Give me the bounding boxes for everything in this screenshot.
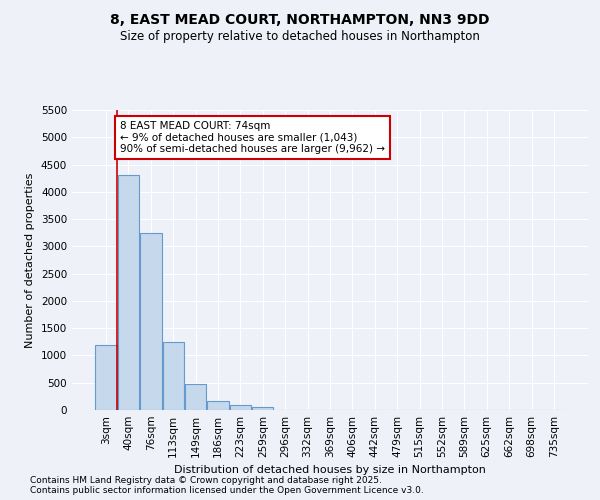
Bar: [118, 176, 139, 410]
Bar: [140, 232, 161, 410]
Bar: [252, 407, 274, 410]
Text: Contains public sector information licensed under the Open Government Licence v3: Contains public sector information licen…: [30, 486, 424, 495]
Bar: [95, 344, 117, 410]
Bar: [230, 404, 251, 410]
Bar: [208, 400, 229, 410]
Y-axis label: Number of detached properties: Number of detached properties: [25, 172, 35, 348]
Bar: [185, 384, 206, 410]
Bar: [163, 342, 184, 410]
Text: Size of property relative to detached houses in Northampton: Size of property relative to detached ho…: [120, 30, 480, 43]
Text: 8, EAST MEAD COURT, NORTHAMPTON, NN3 9DD: 8, EAST MEAD COURT, NORTHAMPTON, NN3 9DD: [110, 12, 490, 26]
Text: Contains HM Land Registry data © Crown copyright and database right 2025.: Contains HM Land Registry data © Crown c…: [30, 476, 382, 485]
Text: 8 EAST MEAD COURT: 74sqm
← 9% of detached houses are smaller (1,043)
90% of semi: 8 EAST MEAD COURT: 74sqm ← 9% of detache…: [120, 121, 385, 154]
X-axis label: Distribution of detached houses by size in Northampton: Distribution of detached houses by size …: [174, 466, 486, 475]
